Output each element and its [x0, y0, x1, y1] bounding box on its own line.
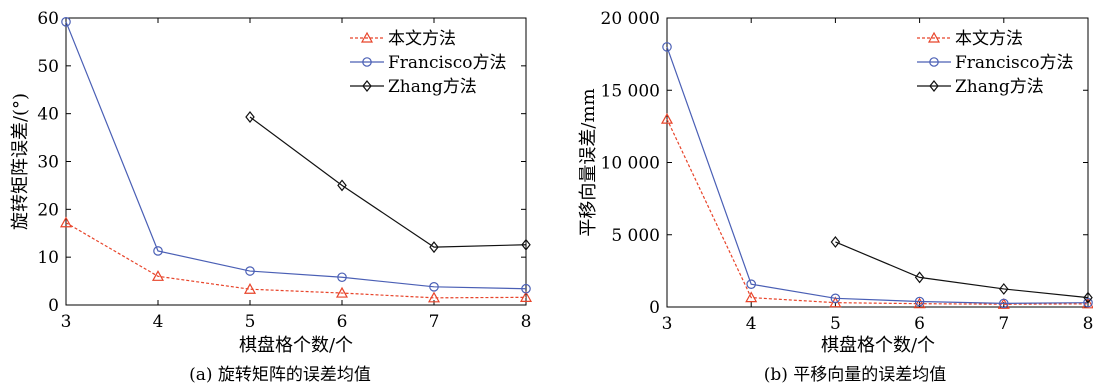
data-point: [429, 241, 439, 254]
data-point: [429, 282, 439, 292]
chart-b-translation-error: 3 4 5 6 7 8 0 5 000 10 000 15 000 20 000 本文方法 Franci…: [578, 9, 1093, 385]
y-axis-label: 平移向量误差/mm: [578, 88, 599, 236]
legend-marker: [929, 57, 939, 67]
series-2: [830, 236, 1093, 304]
data-point: [59, 216, 73, 228]
data-point: [660, 112, 674, 124]
y-tick-label: 50: [37, 57, 59, 77]
x-tick-label: 6: [914, 314, 925, 334]
series-2: [245, 111, 531, 254]
series-0: [59, 216, 533, 303]
data-point: [830, 293, 841, 304]
legend-label: Zhang方法: [955, 77, 1044, 97]
legend-marker: [927, 31, 941, 43]
data-point: [830, 236, 841, 248]
x-tick-label: 4: [746, 314, 757, 334]
data-point: [521, 283, 531, 294]
data-point: [662, 42, 672, 52]
legend-label: Francisco方法: [388, 53, 506, 73]
x-tick-label: 6: [337, 312, 348, 332]
y-tick-label: 10: [37, 248, 59, 268]
y-tick-label: 0: [649, 298, 660, 318]
y-tick-label: 40: [37, 105, 59, 125]
data-point: [746, 279, 756, 289]
x-tick-label: 3: [662, 314, 673, 334]
legend: 本文方法 Francisco方法 Zhang方法: [350, 29, 506, 97]
data-point: [427, 291, 441, 303]
legend-marker: [362, 80, 372, 92]
series-line: [666, 46, 1089, 304]
chart-a-rotation-error: 3 4 5 6 7 8 0 10 20 30 40 50 60 本文方法 Francisco方法 Zhang方…: [10, 9, 533, 385]
x-tick-label: 7: [998, 314, 1009, 334]
y-tick-label: 60: [37, 9, 59, 29]
series-line: [835, 241, 1089, 299]
data-point: [151, 270, 165, 281]
data-point: [61, 17, 71, 27]
data-point: [745, 291, 758, 303]
data-point: [914, 271, 925, 284]
figure-caption: (a) 旋转矩阵的误差均值: [189, 365, 371, 385]
legend-marker: [929, 80, 939, 92]
data-point: [153, 246, 163, 256]
y-tick-label: 10 000: [601, 154, 660, 174]
x-tick-label: 5: [830, 314, 841, 334]
series-0: [660, 112, 1093, 309]
legend-marker: [362, 57, 372, 67]
y-tick-label: 0: [48, 296, 59, 316]
series-line: [249, 116, 527, 248]
data-point: [335, 286, 349, 298]
data-point: [245, 111, 255, 123]
x-axis-label: 棋盘格个数/个: [821, 335, 935, 356]
y-tick-label: 20 000: [601, 9, 660, 29]
legend-label: Zhang方法: [388, 77, 477, 97]
legend-marker: [360, 31, 374, 43]
y-tick-label: 20: [37, 200, 59, 220]
series-line: [65, 222, 527, 299]
data-point: [337, 272, 347, 283]
x-axis-label: 棋盘格个数/个: [239, 335, 353, 356]
data-point: [245, 266, 255, 276]
data-point: [1081, 297, 1093, 309]
x-tick-label: 8: [521, 312, 532, 332]
data-point: [521, 238, 531, 251]
data-point: [914, 296, 925, 307]
x-tick-label: 7: [429, 312, 440, 332]
data-point: [999, 282, 1009, 295]
data-point: [1083, 291, 1093, 304]
legend-label: 本文方法: [955, 29, 1023, 49]
figure-caption: (b) 平移向量的误差均值: [764, 365, 947, 385]
x-tick-label: 4: [153, 312, 164, 332]
data-point: [1083, 297, 1093, 308]
data-point: [519, 291, 533, 302]
legend: 本文方法 Francisco方法 Zhang方法: [917, 29, 1073, 97]
legend-label: 本文方法: [388, 29, 456, 49]
y-axis-label: 旋转矩阵误差/(°): [10, 93, 31, 230]
data-point: [337, 179, 347, 192]
data-point: [913, 297, 926, 309]
series-line: [65, 21, 527, 290]
data-point: [243, 282, 257, 294]
x-tick-label: 3: [61, 312, 72, 332]
x-tick-label: 5: [245, 312, 256, 332]
x-tick-label: 8: [1083, 314, 1093, 334]
legend-label: Francisco方法: [955, 53, 1073, 73]
series-1: [61, 17, 531, 294]
series-1: [662, 42, 1093, 309]
series-line: [666, 118, 1089, 305]
data-point: [998, 298, 1009, 309]
y-tick-label: 30: [37, 153, 59, 173]
y-tick-label: 15 000: [601, 81, 660, 101]
y-tick-label: 5 000: [611, 226, 660, 246]
